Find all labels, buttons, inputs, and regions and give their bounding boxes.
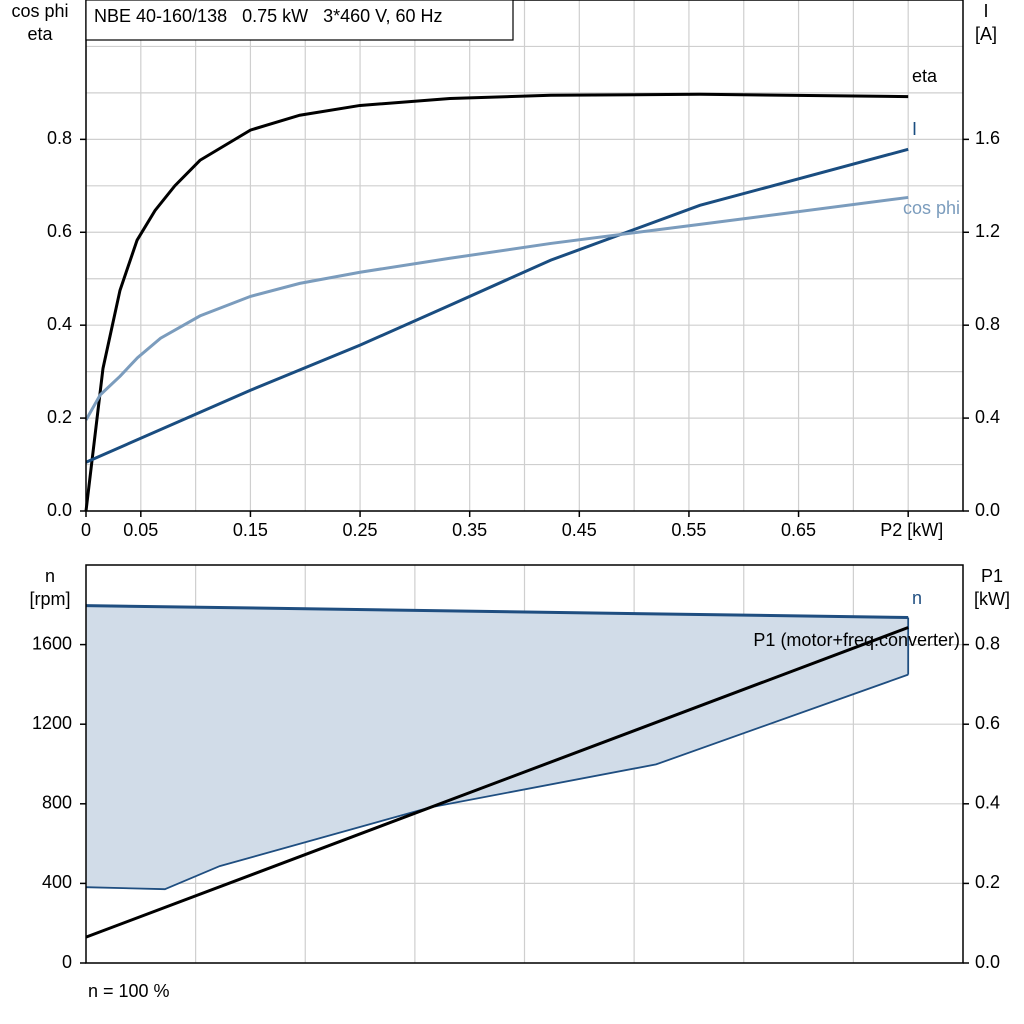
y-tick-label: 1600	[32, 633, 72, 653]
y-tick-label: 0.0	[47, 500, 72, 520]
series-label: eta	[912, 66, 938, 86]
chart-note: n = 100 %	[88, 981, 170, 1001]
series-line	[85, 626, 909, 939]
y2-axis-label: [kW]	[974, 589, 1010, 609]
y2-tick-label: 1.2	[975, 221, 1000, 241]
y2-tick-label: 0.0	[975, 952, 1000, 972]
x-tick-label: 0.55	[671, 520, 706, 540]
y-tick-label: 0	[62, 952, 72, 972]
y2-tick-label: 1.6	[975, 128, 1000, 148]
y2-tick-label: 0.0	[975, 500, 1000, 520]
series-line	[85, 147, 909, 464]
y2-tick-label: 0.4	[975, 793, 1000, 813]
title-box	[85, 0, 514, 41]
y-tick-label: 1200	[32, 713, 72, 733]
x-tick-label: 0	[81, 520, 91, 540]
series-label: cos phi	[903, 198, 960, 218]
series-label: n	[912, 588, 922, 608]
plot-frame	[85, 0, 964, 512]
y-tick-label: 0.4	[47, 314, 72, 334]
x-tick-label: 0.35	[452, 520, 487, 540]
area-fill	[86, 605, 909, 890]
y2-tick-label: 0.2	[975, 872, 1000, 892]
y2-axis-label: P1	[981, 566, 1003, 586]
y-axis-label: cos phi	[11, 1, 68, 21]
x-tick-label: 0.65	[781, 520, 816, 540]
lower-bound-line	[85, 673, 909, 891]
y-tick-label: 400	[42, 872, 72, 892]
chart-title: NBE 40-160/138 0.75 kW 3*460 V, 60 Hz	[94, 6, 443, 26]
y2-tick-label: 0.8	[975, 314, 1000, 334]
series-line	[85, 604, 909, 620]
y-tick-label: 0.8	[47, 128, 72, 148]
x-tick-label: P2 [kW]	[880, 520, 943, 540]
x-tick-label: 0.15	[233, 520, 268, 540]
series-label: P1 (motor+freq.converter)	[753, 630, 960, 650]
series-line	[84, 92, 909, 512]
y-tick-label: 800	[42, 793, 72, 813]
y-axis-label: eta	[27, 24, 53, 44]
y-axis-label: n	[45, 566, 55, 586]
y-axis-label: [rpm]	[29, 589, 70, 609]
x-tick-label: 0.25	[343, 520, 378, 540]
y2-axis-label: I	[983, 1, 988, 21]
y-tick-label: 0.6	[47, 221, 72, 241]
y-tick-label: 0.2	[47, 407, 72, 427]
plot-frame	[85, 564, 964, 964]
series-label: I	[912, 119, 917, 139]
series-line	[84, 195, 909, 421]
x-tick-label: 0.45	[562, 520, 597, 540]
y2-axis-label: [A]	[975, 24, 997, 44]
y2-tick-label: 0.8	[975, 633, 1000, 653]
y2-tick-label: 0.4	[975, 407, 1000, 427]
x-tick-label: 0.05	[123, 520, 158, 540]
y2-tick-label: 0.6	[975, 713, 1000, 733]
